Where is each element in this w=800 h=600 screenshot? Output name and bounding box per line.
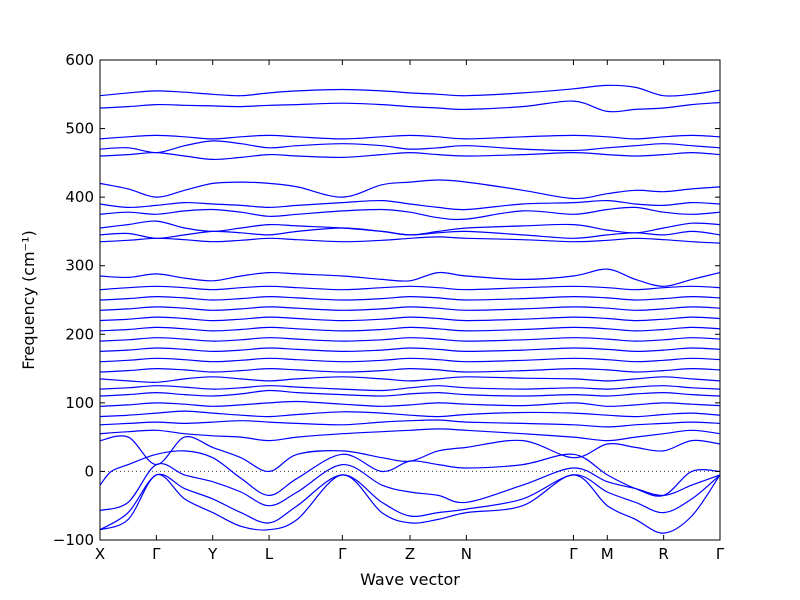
x-tick-label: M bbox=[601, 545, 614, 563]
phonon-branch-23 bbox=[99, 236, 721, 244]
phonon-branch-10 bbox=[99, 389, 721, 397]
phonon-branch-15 bbox=[99, 347, 721, 353]
phonon-branch-16 bbox=[99, 337, 721, 342]
x-axis-label: Wave vector bbox=[360, 570, 460, 589]
phonon-branch-11 bbox=[99, 385, 721, 392]
y-tick-label: 100 bbox=[65, 394, 94, 412]
x-tick-label: Γ bbox=[152, 545, 161, 563]
phonon-branch-21 bbox=[99, 285, 721, 291]
x-tick-label: Y bbox=[207, 545, 218, 563]
phonon-branch-33 bbox=[99, 84, 721, 97]
phonon-branch-12 bbox=[99, 376, 721, 383]
y-tick-label: 400 bbox=[65, 188, 94, 206]
phonon-branch-9 bbox=[99, 400, 721, 407]
phonon-branch-32 bbox=[99, 100, 721, 113]
phonon-branch-25 bbox=[99, 220, 721, 236]
phonon-branch-18 bbox=[99, 316, 721, 322]
phonon-branch-4 bbox=[99, 450, 721, 497]
phonon-branch-13 bbox=[99, 367, 721, 373]
x-tick-label: Γ bbox=[338, 545, 347, 563]
x-tick-label: R bbox=[658, 545, 668, 563]
x-tick-label: X bbox=[95, 545, 105, 563]
x-tick-label: N bbox=[461, 545, 472, 563]
x-tick-label: Γ bbox=[569, 545, 578, 563]
phonon-branch-7 bbox=[99, 419, 721, 428]
phonon-branch-1 bbox=[99, 474, 721, 534]
y-tick-label: 200 bbox=[65, 325, 94, 343]
phonon-branch-29 bbox=[99, 151, 721, 161]
phonon-branch-2 bbox=[99, 473, 721, 531]
x-tick-label: L bbox=[265, 545, 274, 563]
x-tick-label: Z bbox=[405, 545, 415, 563]
phonon-branch-30 bbox=[99, 140, 721, 154]
y-tick-label: 600 bbox=[65, 51, 94, 69]
phonon-branch-6 bbox=[99, 428, 721, 442]
phonon-branch-31 bbox=[99, 134, 721, 140]
phonon-branch-26 bbox=[99, 206, 721, 221]
phonon-branch-28 bbox=[99, 179, 721, 200]
phonon-branch-14 bbox=[99, 357, 721, 363]
y-tick-label: 0 bbox=[84, 462, 94, 480]
phonon-branch-27 bbox=[99, 199, 721, 211]
y-axis-label: Frequency (cm⁻¹) bbox=[19, 230, 38, 369]
y-tick-label: −100 bbox=[53, 531, 94, 549]
phonon-branch-19 bbox=[99, 306, 721, 311]
phonon-branch-5 bbox=[99, 435, 721, 473]
y-tick-label: 500 bbox=[65, 120, 94, 138]
x-tick-label: Γ bbox=[716, 545, 725, 563]
phonon-branch-8 bbox=[99, 410, 721, 418]
phonon-branch-17 bbox=[99, 326, 721, 332]
phonon-branch-22 bbox=[99, 268, 721, 287]
phonon-branch-20 bbox=[99, 295, 721, 301]
y-tick-label: 300 bbox=[65, 257, 94, 275]
